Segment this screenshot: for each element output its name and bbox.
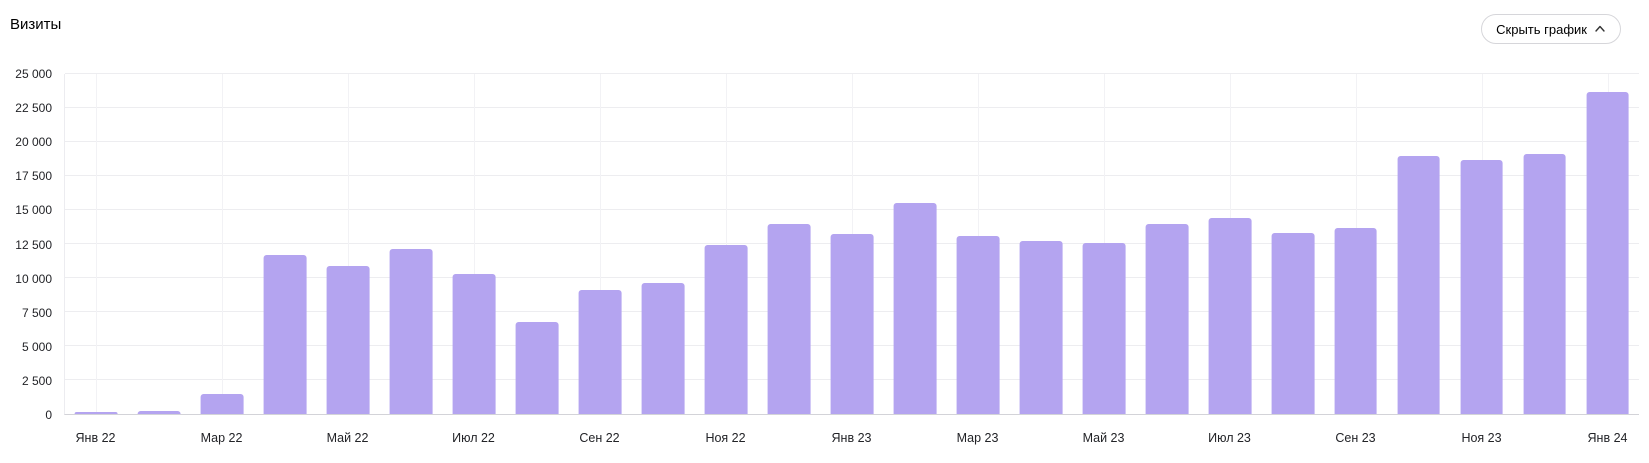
x-tick-label: Ноя 23 xyxy=(1461,431,1502,445)
y-tick-label: 0 xyxy=(45,408,52,422)
y-tick-label: 20 000 xyxy=(15,135,52,150)
x-tick-label: Янв 22 xyxy=(75,431,116,445)
bar[interactable] xyxy=(1397,155,1441,414)
v-gridline xyxy=(348,74,350,414)
x-axis-labels: Янв 22 Мар 22 Май 22 Июл 22 Сен 22 Ноя 22 Янв … xyxy=(64,429,1639,447)
y-tick-label: 7 500 xyxy=(21,305,52,320)
x-tick-label: Май 23 xyxy=(1082,431,1125,445)
x-tick-label: Сен 23 xyxy=(1335,431,1376,445)
v-gridline xyxy=(96,74,98,414)
bar[interactable] xyxy=(893,203,937,414)
bar[interactable] xyxy=(1145,223,1189,414)
v-gridline xyxy=(726,74,728,414)
y-tick-label: 25 000 xyxy=(15,67,52,81)
bar[interactable] xyxy=(138,411,181,414)
bar[interactable] xyxy=(704,245,748,414)
bar[interactable] xyxy=(1271,233,1315,414)
y-tick-label: 10 000 xyxy=(15,271,52,286)
bar[interactable] xyxy=(1082,242,1126,414)
bar[interactable] xyxy=(1523,154,1566,414)
y-tick-label: 15 000 xyxy=(15,203,52,218)
y-tick-label: 2 500 xyxy=(21,373,52,388)
x-tick-label: Сен 22 xyxy=(579,431,620,445)
x-tick-label: Янв 24 xyxy=(1587,431,1628,445)
hide-chart-button-label: Скрыть график xyxy=(1496,21,1587,37)
bar[interactable] xyxy=(641,283,685,414)
bar[interactable] xyxy=(1586,91,1629,414)
bar[interactable] xyxy=(956,235,1000,414)
bar[interactable] xyxy=(515,321,559,414)
x-tick-label: Июл 23 xyxy=(1208,431,1251,445)
v-gridline xyxy=(474,74,476,414)
bar[interactable] xyxy=(1460,159,1503,414)
y-tick-label: 22 500 xyxy=(15,101,52,116)
bar[interactable] xyxy=(452,273,496,414)
x-tick-label: Май 22 xyxy=(326,431,369,445)
y-tick-label: 5 000 xyxy=(21,339,52,354)
x-tick-label: Мар 23 xyxy=(956,431,999,445)
bar[interactable] xyxy=(1019,241,1063,414)
y-axis-labels: 0 2 500 5 000 7 500 10 000 12 500 15 000 17 500… xyxy=(0,68,58,421)
plot-area xyxy=(64,73,1639,415)
x-tick-label: Ноя 22 xyxy=(705,431,746,445)
x-tick-label: Мар 22 xyxy=(200,431,243,445)
y-tick-label: 17 500 xyxy=(15,169,52,184)
bar[interactable] xyxy=(830,234,874,414)
chevron-up-icon xyxy=(1594,23,1606,35)
bar[interactable] xyxy=(75,411,118,414)
bar[interactable] xyxy=(389,249,433,414)
hide-chart-button[interactable]: Скрыть график xyxy=(1481,14,1621,44)
bar[interactable] xyxy=(326,265,370,414)
h-gridline xyxy=(65,73,1639,74)
bar[interactable] xyxy=(1334,227,1378,414)
bar[interactable] xyxy=(578,290,622,414)
bar[interactable] xyxy=(1208,218,1252,414)
y-tick-label: 12 500 xyxy=(15,237,52,252)
bar[interactable] xyxy=(200,393,244,414)
v-gridline xyxy=(600,74,602,414)
x-tick-label: Янв 23 xyxy=(831,431,872,445)
bar[interactable] xyxy=(767,223,811,414)
x-tick-label: Июл 22 xyxy=(452,431,495,445)
page-title: Визиты xyxy=(10,16,62,33)
bar[interactable] xyxy=(263,254,307,414)
v-gridline xyxy=(222,74,224,414)
